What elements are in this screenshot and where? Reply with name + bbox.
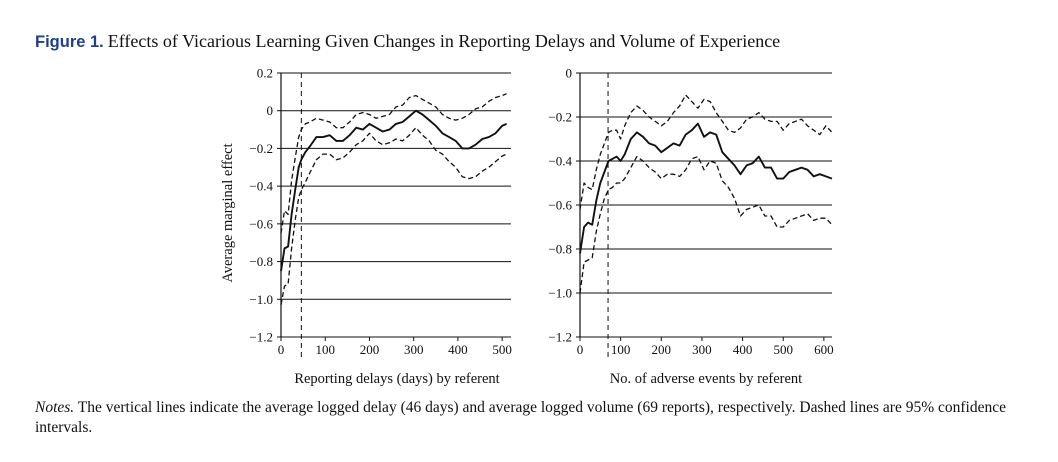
x-tick-label: 200 xyxy=(652,342,672,357)
y-tick-label: −0.4 xyxy=(249,179,273,194)
figure-title: Effects of Vicarious Learning Given Chan… xyxy=(107,31,781,51)
x-tick-label: 500 xyxy=(492,342,512,357)
confidence-interval-line xyxy=(579,155,833,294)
y-tick-label: 0 xyxy=(267,103,274,118)
y-axis-label: Average marginal effect xyxy=(220,143,236,282)
estimate-line xyxy=(579,122,833,254)
y-tick-label: −1.0 xyxy=(548,286,572,301)
y-tick-label: −0.8 xyxy=(249,254,273,269)
chart-panel-2: 0 −0.2 −0.4 −0.6 −0.8 −1.0 −1.2 0 100 200 300 400 50… xyxy=(548,66,833,388)
x-tick-label: 100 xyxy=(315,342,335,357)
x-tick-label: 400 xyxy=(733,342,753,357)
y-tick-label: −0.8 xyxy=(548,242,572,257)
x-tick-label: 500 xyxy=(773,342,793,357)
figure-caption: Figure 1. Effects of Vicarious Learning G… xyxy=(35,31,780,52)
confidence-interval-line xyxy=(280,93,507,234)
x-tick-label: 600 xyxy=(814,342,834,357)
x-tick-label: 0 xyxy=(278,342,285,357)
figure-notes: Notes. The vertical lines indicate the a… xyxy=(35,398,1035,438)
x-tick-label: 300 xyxy=(692,342,712,357)
x-tick-label: 0 xyxy=(577,342,584,357)
y-tick-label: −0.2 xyxy=(548,110,572,125)
x-axis-label: No. of adverse events by referent xyxy=(610,371,802,387)
y-tick-label: −0.2 xyxy=(249,141,273,156)
y-tick-label: −1.2 xyxy=(548,330,572,345)
y-tick-label: −0.6 xyxy=(249,216,273,231)
y-tick-label: −0.6 xyxy=(548,198,572,213)
x-tick-label: 200 xyxy=(360,342,380,357)
x-axis-label: Reporting delays (days) by referent xyxy=(294,371,499,387)
notes-label: Notes. xyxy=(35,399,75,416)
x-tick-label: 100 xyxy=(611,342,631,357)
x-tick-label: 300 xyxy=(404,342,424,357)
chart-panel-1: 0.2 0 −0.2 −0.4 −0.6 −0.8 −1.0 −1.2 0 100 200 300 40… xyxy=(220,66,512,388)
y-tick-label: −1.2 xyxy=(249,330,273,345)
y-tick-label: −0.4 xyxy=(548,154,572,169)
x-tick-label: 400 xyxy=(448,342,468,357)
figure-label: Figure 1. xyxy=(35,33,104,51)
y-tick-label: 0.2 xyxy=(257,66,273,81)
y-tick-label: −1.0 xyxy=(249,292,273,307)
estimate-line xyxy=(280,109,507,272)
confidence-interval-line xyxy=(280,127,507,306)
notes-text: The vertical lines indicate the average … xyxy=(35,399,1006,436)
y-tick-label: 0 xyxy=(566,66,573,81)
confidence-interval-line xyxy=(579,94,833,210)
